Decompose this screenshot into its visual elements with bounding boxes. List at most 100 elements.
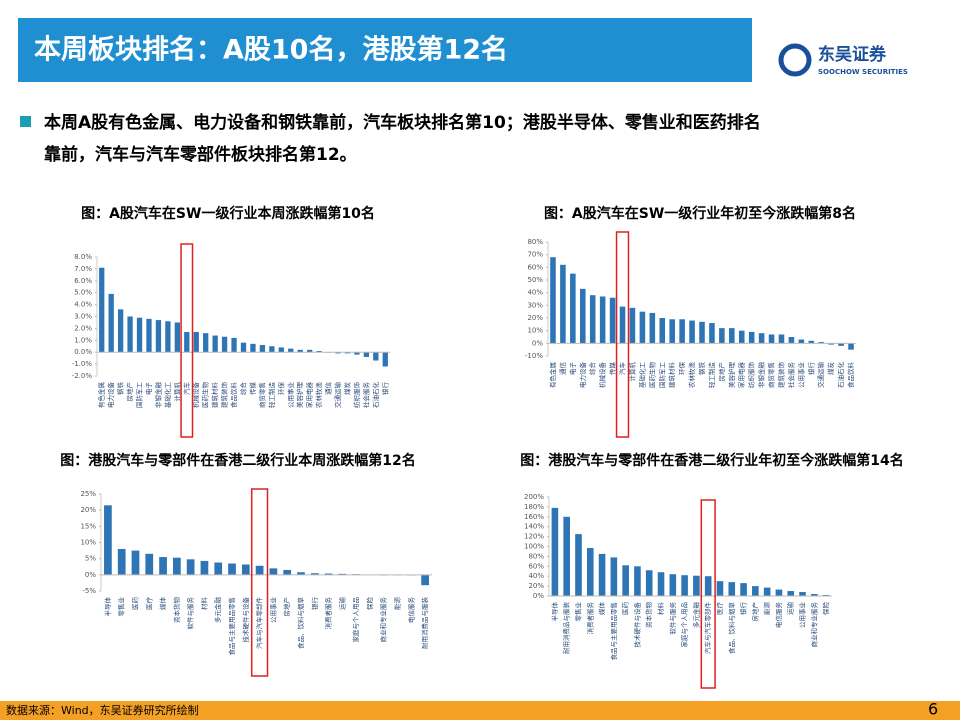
- bar: [787, 591, 795, 596]
- y-tick-label: 5%: [85, 555, 96, 563]
- bar: [649, 312, 656, 344]
- bar: [657, 572, 665, 596]
- x-tick-label: 食品、饮料与烟草: [727, 602, 736, 655]
- bar: [283, 569, 292, 575]
- x-tick-label: 食品与主要用品零售: [227, 597, 236, 656]
- x-tick-label: 煤炭: [342, 382, 351, 396]
- bar: [221, 336, 228, 353]
- bar: [203, 333, 209, 353]
- y-tick-label: 8.0%: [74, 253, 92, 261]
- bar: [104, 505, 112, 575]
- bar: [551, 507, 559, 596]
- y-tick-label: 80%: [528, 552, 544, 560]
- x-tick-label: 纺织服饰: [747, 362, 756, 389]
- chart: 图：港股汽车与零部件在香港二级行业本周涨跌幅第12名 -5% 0% 5% 10% 15% 2…: [60, 452, 432, 677]
- bar: [259, 345, 266, 353]
- x-tick-label: 商贸零售: [767, 362, 776, 388]
- y-tick-label: 15%: [80, 522, 96, 530]
- bar: [740, 583, 747, 596]
- bar: [240, 342, 247, 353]
- x-tick-label: 医药: [621, 602, 630, 616]
- bullet-line: 靠前，汽车与汽车零部件板块排名第12。: [44, 144, 357, 165]
- x-tick-label: 食品饮料: [846, 362, 855, 389]
- bullet-square: [20, 116, 31, 127]
- x-tick-label: 计算机: [627, 362, 636, 382]
- x-tick-label: 公用事业: [268, 597, 277, 624]
- bar: [709, 323, 715, 344]
- bar: [818, 342, 825, 344]
- bar: [589, 295, 596, 344]
- y-tick-label: 0%: [85, 571, 96, 579]
- x-tick-label: 纺织服饰: [352, 382, 361, 409]
- bar: [788, 337, 795, 344]
- x-tick-label: 保险: [821, 602, 830, 616]
- x-tick-label: 国防军工: [657, 362, 666, 389]
- x-tick-label: 公用事业: [798, 602, 807, 629]
- x-tick-label: 银行: [380, 382, 389, 396]
- bar: [599, 296, 606, 344]
- x-tick-label: 国防军工: [135, 382, 144, 409]
- x-tick-label: 保险: [365, 597, 374, 611]
- y-tick-label: 160%: [524, 513, 544, 521]
- bar: [193, 331, 199, 353]
- bar: [131, 550, 140, 575]
- x-tick-label: 钢铁: [116, 382, 125, 396]
- x-tick-label: 通信: [324, 382, 333, 396]
- x-tick-label: 汽车与汽车零部件: [255, 597, 264, 650]
- y-tick-label: 40%: [528, 572, 544, 580]
- x-tick-label: 建筑材料: [210, 382, 219, 409]
- x-tick-label: 半导体: [550, 602, 559, 622]
- bar: [775, 589, 783, 596]
- x-tick-label: 多元金融: [691, 602, 700, 629]
- bar: [681, 575, 688, 596]
- x-tick-label: 轻工制造: [707, 362, 716, 389]
- x-tick-label: 石油石化: [836, 362, 845, 389]
- chart-title: 图：港股汽车与零部件在香港二级行业年初至今涨跌幅第14名: [520, 452, 903, 469]
- bar: [335, 352, 341, 354]
- bar: [159, 557, 167, 575]
- x-tick-label: 耐用消费品与服装: [562, 602, 571, 655]
- x-tick-label: 传媒: [608, 362, 617, 376]
- bar: [752, 586, 759, 596]
- bar: [728, 582, 736, 596]
- x-tick-label: 房地产: [282, 597, 291, 617]
- bar: [373, 352, 379, 361]
- bar: [145, 553, 154, 575]
- y-tick-label: 10%: [80, 539, 96, 547]
- y-tick-label: 2.0%: [74, 324, 92, 332]
- x-tick-label: 软件与服务: [668, 602, 677, 635]
- bar: [297, 572, 305, 575]
- x-tick-label: 机械设备: [598, 362, 607, 389]
- x-tick-label: 有色金属: [548, 362, 557, 388]
- bar: [184, 331, 190, 353]
- x-tick-label: 汽车与汽车零部件: [703, 602, 712, 655]
- highlight-box: [615, 231, 630, 438]
- y-tick-label: -5%: [82, 587, 96, 595]
- bar: [316, 351, 322, 353]
- bar: [307, 349, 313, 353]
- y-tick-label: 1.0%: [74, 336, 92, 344]
- x-tick-label: 计算机: [172, 382, 181, 402]
- y-tick-label: -1.0%: [72, 360, 93, 368]
- x-tick-label: 能源: [393, 597, 402, 611]
- bar: [645, 570, 653, 596]
- x-tick-label: 传媒: [248, 382, 257, 396]
- bar: [127, 316, 133, 353]
- bar: [344, 352, 351, 354]
- bar: [811, 594, 818, 596]
- y-tick-label: 4.0%: [74, 301, 92, 309]
- chart: 图：港股汽车与零部件在香港二级行业年初至今涨跌幅第14名 0% 20% 40% 60% 8…: [520, 452, 904, 689]
- x-tick-label: 媒体: [597, 602, 606, 616]
- bar: [563, 516, 570, 596]
- x-tick-label: 医疗: [144, 597, 153, 611]
- bar: [214, 562, 223, 575]
- header-title: 本周板块排名：A股10名，港股第12名: [34, 34, 508, 66]
- y-tick-label: 5.0%: [74, 289, 92, 297]
- x-tick-label: 基础化工: [163, 382, 172, 409]
- y-tick-label: 20%: [527, 314, 543, 322]
- x-tick-label: 电信服务: [774, 602, 783, 629]
- bar: [838, 343, 844, 346]
- x-tick-label: 交通运输: [816, 362, 825, 389]
- logo-cn: 东吴证券: [818, 44, 887, 65]
- x-tick-label: 家用电器: [737, 362, 746, 389]
